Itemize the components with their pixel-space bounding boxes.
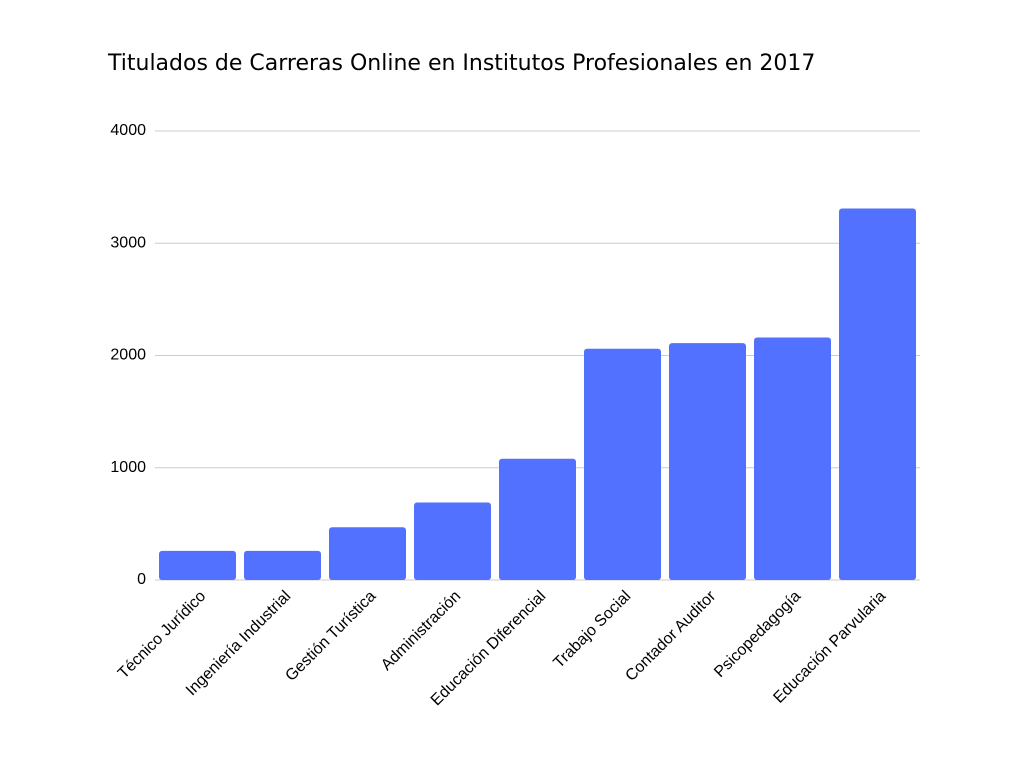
bar [669,343,746,580]
x-tick-label: Técnico Jurídico [115,588,209,682]
y-tick-label: 3000 [110,234,146,251]
bar [839,208,916,580]
bar [414,502,491,580]
y-tick-label: 1000 [110,459,146,476]
bar [159,550,236,580]
bar [244,550,321,580]
chart-title: Titulados de Carreras Online en Institut… [107,51,815,76]
bar [754,337,831,580]
y-tick-label: 0 [137,571,146,588]
y-tick-label: 2000 [110,347,146,364]
x-tick-label: Psicopedagogía [711,588,804,681]
bar [329,527,406,580]
x-tick-label: Contador Auditor [622,587,719,684]
x-tick-label: Administración [378,588,464,674]
bar [499,458,576,580]
x-tick-label: Trabajo Social [550,588,634,672]
x-tick-label: Gestión Turística [282,588,379,685]
y-tick-label: 4000 [110,122,146,139]
bar [584,348,661,580]
